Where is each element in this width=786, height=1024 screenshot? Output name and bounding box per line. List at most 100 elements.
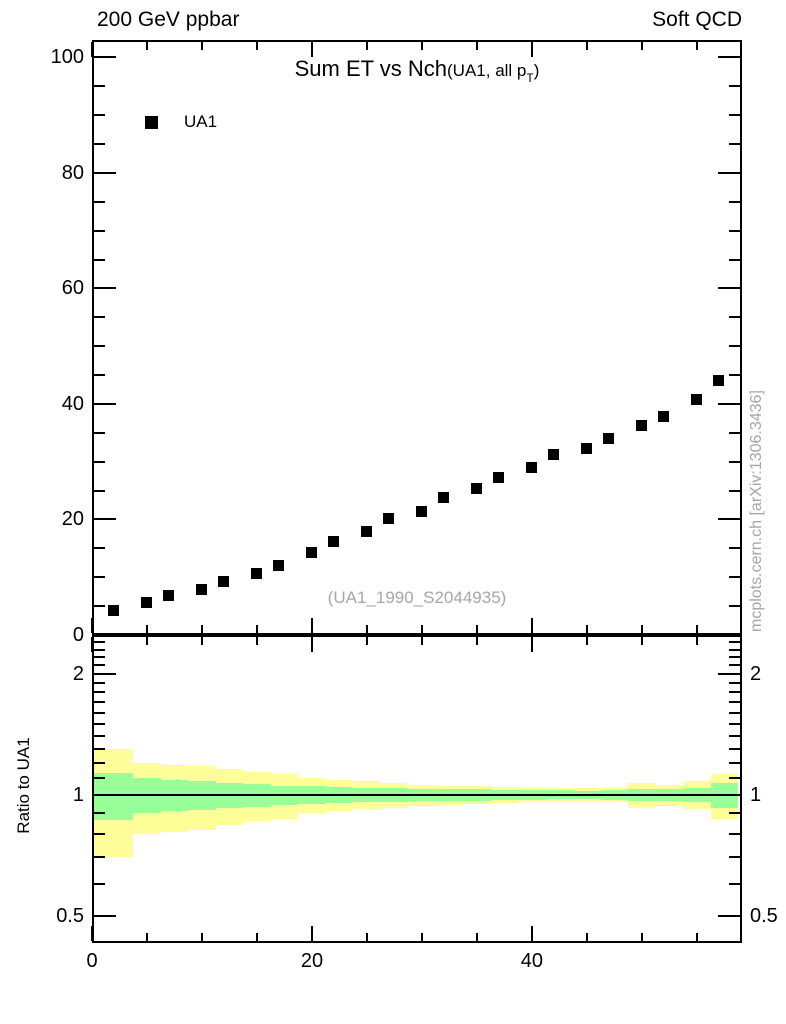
y-tick-ratio-left [94,777,105,779]
data-point-marker [548,448,560,460]
y-tick-ratio-left [94,748,105,750]
y-tick-main-right [729,316,740,318]
y-tick-ratio-left [94,856,105,858]
y-tick-ratio-left [94,701,105,703]
y-tick-ratio-right [729,762,740,764]
y-tick-main-left [94,316,105,318]
header-beam-label: 200 GeV ppbar [97,8,240,31]
x-tick-main-bottom [586,625,588,633]
data-point-marker [383,513,395,525]
x-tick-main-top [476,42,478,50]
data-point-marker [636,420,648,432]
x-tick-main-bottom [256,625,258,633]
y-tick-ratio-right [729,777,740,779]
y-tick-ratio-right [729,656,740,658]
ratio-panel-frame [92,635,742,943]
y-tick-main-left [94,259,105,261]
data-point-marker [581,443,593,455]
plot-title-subscript: T [526,71,534,85]
y-tick-ratio-right [729,682,740,684]
data-point-marker [471,482,483,494]
x-tick-main-bottom [201,625,203,633]
y-tick-main-left [94,605,105,607]
y-tick-ratio-right [729,664,740,666]
ratio-y-tick-label-right: 1 [750,783,762,806]
y-tick-ratio-right [729,735,740,737]
y-tick-ratio-left [94,883,105,885]
y-tick-main-left [94,576,105,578]
x-tick-main-bottom [696,625,698,633]
y-tick-main-right [729,374,740,376]
legend-label: UA1 [184,112,218,131]
x-tick-main-bottom [421,625,423,633]
y-tick-ratio-right [729,856,740,858]
x-tick-ratio-top [641,637,643,645]
y-tick-ratio-right-major [718,794,740,796]
data-point-marker [713,375,725,387]
y-tick-ratio-left [94,656,105,658]
y-tick-ratio-right [729,812,740,814]
x-axis-tick-label: 40 [520,950,544,972]
y-tick-ratio-left [94,735,105,737]
y-tick-ratio-left [94,812,105,814]
y-tick-main-right [729,201,740,203]
x-tick-ratio-bottom [696,933,698,941]
x-tick-main-top [586,42,588,50]
x-tick-ratio-bottom [256,933,258,941]
y-tick-ratio-right [729,691,740,693]
data-point-marker [273,559,285,571]
y-tick-ratio-left-major [94,673,116,675]
ratio-y-tick-label-left: 2 [72,662,84,685]
legend-marker-square-icon [145,116,158,129]
main-y-tick-label: 40 [61,392,84,415]
x-tick-ratio-top [311,637,313,652]
y-tick-ratio-right [729,701,740,703]
y-tick-main-left [94,403,116,405]
y-tick-main-left [94,518,116,520]
x-tick-ratio-top [531,637,533,652]
y-tick-ratio-left [94,723,105,725]
x-tick-ratio-bottom [421,933,423,941]
y-tick-main-right [729,547,740,549]
y-tick-ratio-right [729,712,740,714]
x-tick-ratio-top [201,637,203,645]
x-tick-main-top [531,42,533,57]
x-tick-main-top [201,42,203,50]
ratio-y-tick-label-left: 0.5 [56,904,84,927]
y-tick-main-right [718,403,740,405]
x-tick-ratio-top [366,637,368,645]
ratio-reference-line [92,794,742,796]
main-y-tick-label: 20 [61,508,84,531]
y-tick-main-left [94,230,105,232]
y-tick-ratio-right [729,723,740,725]
x-tick-ratio-bottom [311,926,313,941]
y-tick-main-right [718,56,740,58]
y-tick-main-left [94,201,105,203]
y-tick-ratio-right [729,641,740,643]
y-tick-ratio-left [94,762,105,764]
y-tick-ratio-left [94,641,105,643]
main-y-tick-label: 80 [61,161,84,184]
data-point-marker [108,604,120,616]
data-point-marker [306,547,318,559]
data-point-marker [493,471,505,483]
x-tick-main-bottom [311,618,313,633]
x-tick-main-bottom [641,625,643,633]
y-tick-main-left [94,85,105,87]
y-tick-ratio-right [729,649,740,651]
y-tick-main-right [729,345,740,347]
ratio-y-tick-label-left: 1 [72,783,84,806]
y-tick-main-right [729,114,740,116]
y-tick-ratio-left [94,664,105,666]
data-point-marker [361,525,373,537]
plot-title: Sum ET vs Nch(UA1, all pT) [92,56,742,85]
x-axis-tick-label: 20 [300,950,324,972]
y-tick-ratio-right [729,833,740,835]
x-tick-main-top [641,42,643,50]
x-tick-ratio-bottom [586,933,588,941]
header-process-label: Soft QCD [652,8,742,31]
x-tick-ratio-bottom [201,933,203,941]
ratio-y-tick-label-right: 2 [750,662,762,685]
y-tick-main-right [718,518,740,520]
